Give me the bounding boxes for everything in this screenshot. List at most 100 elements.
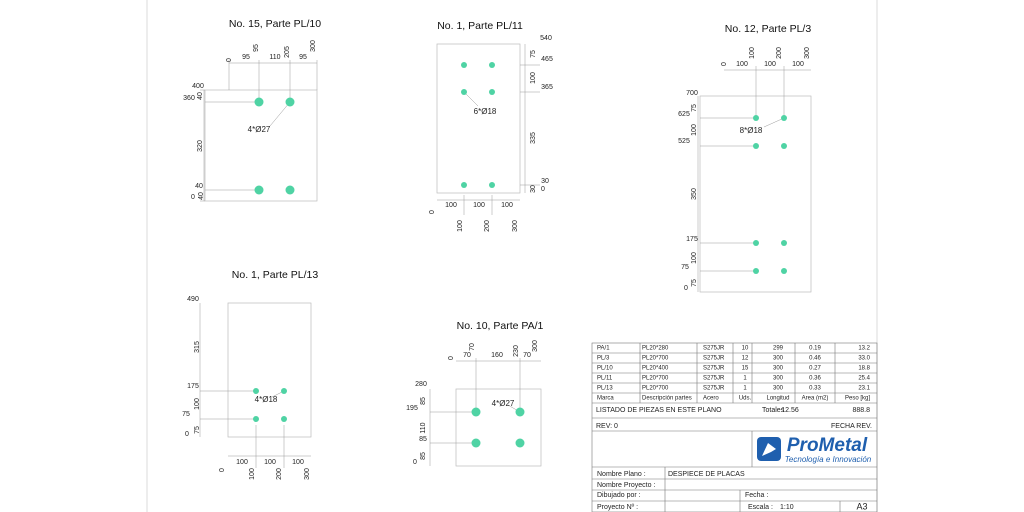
dimension-label: 175 [187,383,199,390]
plate-title: No. 10, Parte PA/1 [457,320,544,332]
label: Fecha : [745,492,768,499]
dimension-label: 195 [406,405,418,412]
dimension-label: 100 [764,61,776,68]
table-cell: S275JR [703,346,725,352]
table-cell: 1 [743,376,747,382]
dimension-label: 625 [678,111,690,118]
table-cell: PA/1 [597,346,610,352]
plan-name: DESPIECE DE PLACAS [668,471,745,478]
plate [429,358,542,467]
dimension-label: 280 [415,381,427,388]
scale: 1:10 [780,504,794,511]
dimension-label: 175 [686,236,698,243]
dimension-label: 300 [532,340,539,352]
dimension-label: 540 [540,35,552,42]
hole-label: 6*Ø18 [474,107,497,116]
dimension-label: 700 [686,90,698,97]
table-caption: LISTADO DE PIEZAS EN ESTE PLANO [596,407,722,414]
table-cell: 25.4 [858,376,870,382]
table-cell: S275JR [703,356,725,362]
dimension-label: 360 [183,95,195,102]
table-cell: PL/10 [597,366,613,372]
table-cell: PL/3 [597,356,610,362]
label: Nombre Proyecto : [597,482,655,489]
dimension-label: 465 [541,56,553,63]
dimension-label: 85 [420,397,427,405]
dimension-label: 110 [420,422,427,433]
dimension-label: 525 [678,138,690,145]
dimension-label: 75 [691,279,698,287]
dimension-label: 300 [804,47,811,59]
hole-label: 4*Ø27 [492,399,515,408]
sheet-size: A3 [856,501,867,511]
table-cell: S275JR [703,376,725,382]
dimension-label: 200 [276,468,283,480]
dimension-label: 160 [491,352,503,359]
dimension-label: 100 [501,202,513,209]
plate-title: No. 1, Parte PL/11 [437,20,523,32]
dimension-label: 0 [219,468,226,472]
dimension-label: 100 [457,220,464,232]
table-cell: PL20*700 [642,386,669,392]
dimension-label: 400 [192,83,204,90]
dimension-label: 0 [721,62,728,66]
dimension-label: 95 [253,44,260,52]
logo: ProMetal [787,435,868,456]
table-cell: 13.2 [858,346,870,352]
dimension-label: 75 [530,50,537,58]
dimension-label: 75 [681,264,689,271]
table-cell: 300 [773,376,784,382]
plate-title: No. 1, Parte PL/13 [232,269,319,281]
logo-icon [757,437,781,461]
table-cell: 12 [742,356,749,362]
dimension-label: 40 [197,92,204,100]
dimension-label: 70 [523,352,531,359]
table-cell: PL/13 [597,386,613,392]
dimension-label: 0 [429,210,436,214]
dimension-label: 85 [420,452,427,460]
dimension-label: 0 [684,285,688,292]
dimension-label: 100 [292,459,304,466]
dimension-label: 70 [463,352,471,359]
totals-label: Totales [762,407,785,414]
table-cell: PL20*400 [642,366,669,372]
dimension-label: 95 [242,54,250,61]
logo-tagline: Tecnología e Innovación [785,455,872,464]
dimension-label: 0 [226,58,233,62]
title-block [591,342,878,512]
dimension-label: 30 [530,185,537,193]
dimension-label: 30 [541,178,549,185]
plate [697,66,812,293]
table-cell: PL20*700 [642,356,669,362]
table-cell: 0.36 [809,376,821,382]
table-cell: S275JR [703,366,725,372]
table-header: Acero [703,396,719,402]
table-cell: 300 [773,366,784,372]
table-cell: 0.27 [809,366,821,372]
table-cell: 0.33 [809,386,821,392]
dimension-label: 40 [198,192,205,200]
dimension-label: 100 [530,72,537,84]
table-cell: 15 [742,366,749,372]
plate-title: No. 15, Parte PL/10 [229,18,321,30]
dimension-label: 100 [736,61,748,68]
plate-title: No. 12, Parte PL/3 [725,23,812,35]
dimension-label: 0 [448,356,455,360]
table-cell: 300 [773,356,784,362]
dimension-label: 100 [194,398,201,410]
dimension-label: 100 [749,47,756,59]
dimension-label: 100 [691,252,698,264]
total-area: 12.56 [781,407,799,414]
table-cell: 299 [773,346,784,352]
dimension-label: 300 [304,468,311,480]
table-cell: 23.1 [858,386,870,392]
dimension-label: 40 [195,183,203,190]
dimension-label: 100 [236,459,248,466]
dimension-label: 100 [445,202,457,209]
dimension-label: 85 [419,436,427,443]
plate [200,60,318,202]
dimension-label: 0 [541,186,545,193]
table-header: Longitud [766,396,789,402]
dimension-label: 0 [191,194,195,201]
dimension-label: 300 [310,40,317,52]
